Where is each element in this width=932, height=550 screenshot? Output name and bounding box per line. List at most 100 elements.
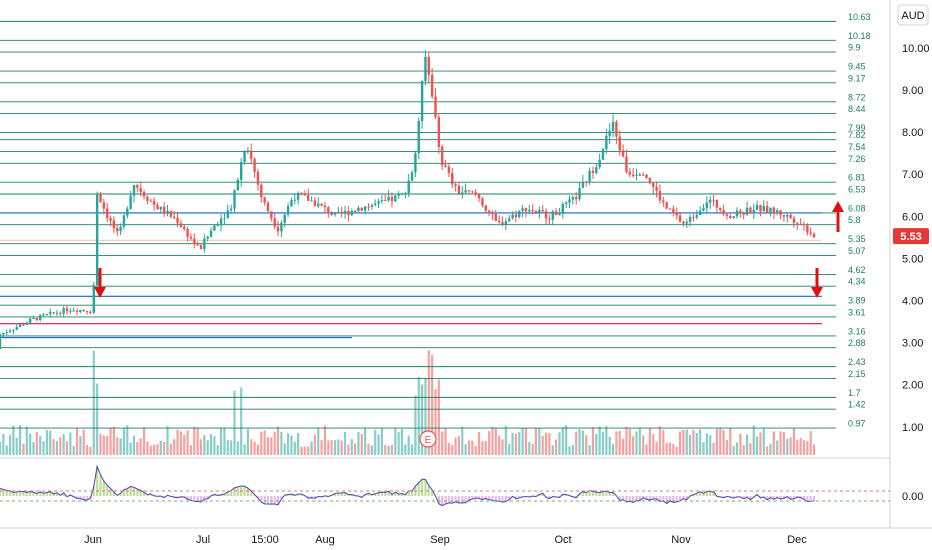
candle-body <box>474 192 477 195</box>
candle-body <box>638 174 642 176</box>
oscillator-bar <box>441 496 444 506</box>
candle-body <box>765 205 769 213</box>
volume-bar <box>528 441 531 455</box>
oscillator-bar <box>183 496 186 498</box>
volume-bar <box>320 439 323 455</box>
oscillator-bar <box>655 496 658 500</box>
oscillator-bar <box>22 491 25 496</box>
level-label: 6.08 <box>848 203 866 213</box>
candle-body <box>487 210 491 214</box>
volume-bar <box>12 425 15 455</box>
candle-body <box>782 214 786 217</box>
candle-body <box>698 210 702 215</box>
volume-bar <box>725 439 729 455</box>
candle-body <box>662 200 665 203</box>
level-label: 9.9 <box>848 43 861 53</box>
candle-body <box>729 215 732 218</box>
oscillator-bar <box>126 488 129 496</box>
candle-body <box>152 200 156 205</box>
oscillator-bar <box>400 493 404 496</box>
candle-body <box>802 224 806 226</box>
candle-body <box>531 209 534 211</box>
oscillator-bar <box>233 487 236 496</box>
candle-body <box>106 208 109 219</box>
candle-body <box>441 146 444 166</box>
time-tick-label: Sep <box>430 534 450 546</box>
volume-bar <box>555 439 558 455</box>
level-label: 7.99 <box>848 123 866 133</box>
volume-bar <box>86 445 89 455</box>
currency-button[interactable] <box>897 4 929 26</box>
oscillator-bar <box>494 496 497 501</box>
volume-bar <box>481 441 484 455</box>
candle-body <box>333 212 337 215</box>
oscillator-bar <box>337 493 340 496</box>
level-label: 3.61 <box>848 307 866 317</box>
price-levels: 10.63 10.18 9.9 9.459.17 8.72 8.44 7.997.82 7.5… <box>0 12 871 429</box>
volume-bar <box>42 441 45 455</box>
time-tick-label: Aug <box>315 534 335 546</box>
candle-body <box>759 205 762 212</box>
candle-body <box>400 193 404 195</box>
oscillator-bar <box>678 496 682 501</box>
oscillator-bar <box>310 496 313 498</box>
oscillator-bar <box>173 496 176 498</box>
oscillator-bar <box>652 496 655 500</box>
candle-body <box>310 200 313 202</box>
oscillator-bar <box>394 492 397 496</box>
volume-bar <box>514 433 517 455</box>
candle-body <box>59 312 62 314</box>
candle-body <box>313 200 317 207</box>
candle-body <box>615 121 618 137</box>
candle-body <box>109 218 112 221</box>
candle-body <box>518 211 521 218</box>
oscillator-bar <box>605 491 608 496</box>
volume-bar <box>477 432 481 455</box>
level-label: 5.35 <box>848 234 866 244</box>
candle-body <box>611 121 615 131</box>
volume-bar <box>59 437 62 455</box>
volume-bar <box>52 439 55 455</box>
price-tick-label: 3.00 <box>902 338 923 350</box>
volume-bar <box>233 390 236 455</box>
volume-bar <box>367 443 370 455</box>
volume-bar <box>712 442 715 455</box>
volume-bar <box>608 436 611 455</box>
candle-body <box>705 202 709 209</box>
volume-bar <box>628 428 631 455</box>
volume-bar <box>695 432 698 455</box>
candle-body <box>18 324 22 327</box>
oscillator-bar <box>45 492 48 496</box>
oscillator-bar <box>749 496 752 500</box>
candle-body <box>203 238 206 249</box>
volume-bar <box>625 426 628 455</box>
oscillator-bar <box>52 494 55 496</box>
candle-body <box>484 205 487 211</box>
oscillator-bar <box>390 494 394 496</box>
oscillator-bar <box>377 492 380 496</box>
volume-bar <box>457 436 461 455</box>
candle-body <box>812 233 816 238</box>
volume-bar <box>591 427 595 455</box>
oscillator-bar <box>488 496 491 500</box>
volume-bar <box>585 435 588 455</box>
oscillator-bar <box>705 491 708 496</box>
volume-bar <box>471 440 474 455</box>
volume-bar <box>407 435 410 455</box>
oscillator-bar <box>276 496 280 505</box>
candle-body <box>340 211 343 214</box>
volume-bar <box>89 446 92 455</box>
level-label: 8.44 <box>848 104 866 114</box>
volume-bar <box>494 427 497 455</box>
volume-bar <box>313 434 316 455</box>
oscillator-bar <box>136 488 139 496</box>
volume-bar <box>635 431 638 455</box>
volume-bar <box>270 437 273 455</box>
candle-body <box>477 194 481 199</box>
volume-bar <box>501 439 504 455</box>
time-tick-label: Oct <box>554 534 571 546</box>
candle-body <box>193 238 196 245</box>
candle-body <box>276 226 280 232</box>
volume-bar <box>461 426 464 455</box>
